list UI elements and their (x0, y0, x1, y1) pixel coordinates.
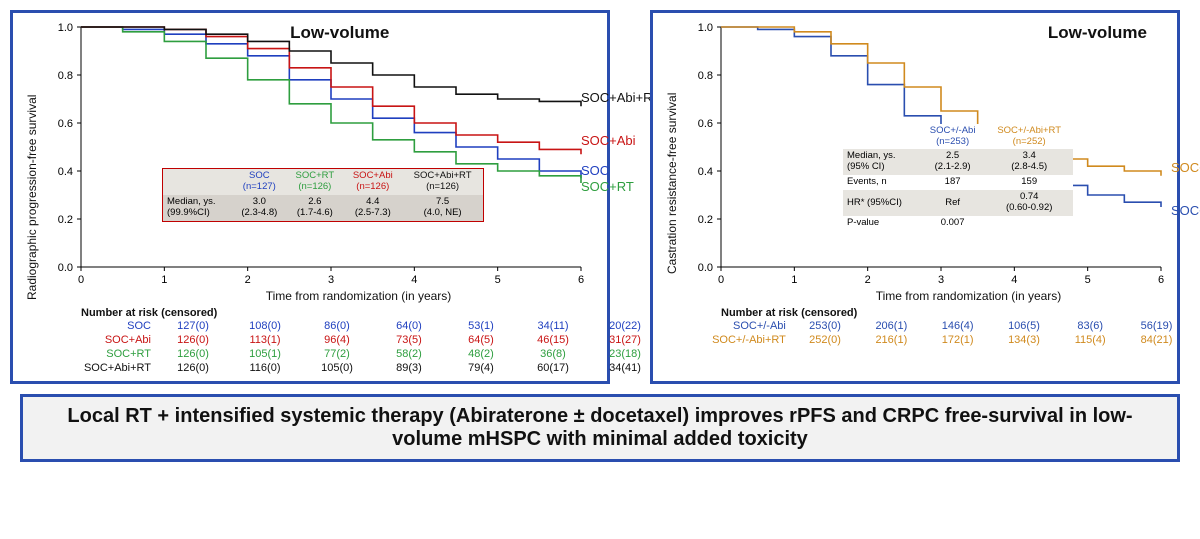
right-panel: Low-volume Castration resistance-free su… (650, 10, 1180, 384)
svg-text:SOC+Abi+RT: SOC+Abi+RT (581, 90, 660, 105)
svg-text:0.8: 0.8 (58, 70, 73, 82)
svg-text:0.6: 0.6 (58, 118, 73, 130)
svg-text:0.4: 0.4 (58, 166, 73, 178)
svg-text:0.0: 0.0 (58, 262, 73, 274)
svg-text:1.0: 1.0 (58, 22, 73, 34)
svg-text:0.2: 0.2 (58, 214, 73, 226)
svg-text:0.8: 0.8 (698, 70, 713, 82)
svg-text:5: 5 (495, 274, 501, 286)
svg-text:0.2: 0.2 (698, 214, 713, 226)
svg-text:0.4: 0.4 (698, 166, 713, 178)
left-chart: 0.0 0.2 0.4 0.6 0.8 1.0 0 1 2 3 4 5 6 SOCSOC+RT SOC+Ab… (41, 19, 676, 291)
left-risk-table: SOC127(0)108(0)86(0)64(0)53(1)34(11)20(2… (41, 319, 661, 375)
svg-text:1: 1 (791, 274, 797, 286)
svg-text:4: 4 (411, 274, 417, 286)
svg-text:4: 4 (1011, 274, 1017, 286)
svg-text:SOC+RT: SOC+RT (581, 179, 634, 194)
svg-text:1.0: 1.0 (698, 22, 713, 34)
svg-text:3: 3 (328, 274, 334, 286)
svg-text:3: 3 (938, 274, 944, 286)
left-xlabel: Time from randomization (in years) (41, 289, 676, 303)
svg-text:2: 2 (865, 274, 871, 286)
svg-text:SOC+/-Abi: SOC+/-Abi (1171, 203, 1200, 218)
left-risk-title: Number at risk (censored) (81, 307, 676, 319)
right-risk-table: SOC+/-Abi253(0)206(1)146(4)106(5)83(6)56… (681, 319, 1200, 347)
svg-text:6: 6 (578, 274, 584, 286)
svg-text:0.0: 0.0 (698, 262, 713, 274)
left-panel: Low-volume Radiographic progression-free… (10, 10, 610, 384)
svg-text:SOC+Abi: SOC+Abi (581, 133, 636, 148)
svg-text:0: 0 (78, 274, 84, 286)
svg-text:0.6: 0.6 (698, 118, 713, 130)
left-title: Low-volume (290, 23, 389, 43)
svg-text:2: 2 (245, 274, 251, 286)
svg-text:SOC+/-Abi+RT: SOC+/-Abi+RT (1171, 160, 1200, 175)
svg-text:0: 0 (718, 274, 724, 286)
svg-text:5: 5 (1085, 274, 1091, 286)
right-stats-box: SOC+/-Abi (n=253)SOC+/-Abi+RT (n=252)Med… (843, 124, 1073, 231)
right-ylabel: Castration resistance-free survival (663, 19, 681, 347)
svg-text:SOC: SOC (581, 163, 609, 178)
right-title: Low-volume (1048, 23, 1147, 43)
left-stats-box: SOC (n=127)SOC+RT (n=126)SOC+Abi (n=126)… (163, 169, 483, 221)
right-xlabel: Time from randomization (in years) (681, 289, 1200, 303)
left-ylabel: Radiographic progression-free survival (23, 19, 41, 375)
svg-text:6: 6 (1158, 274, 1164, 286)
svg-text:1: 1 (161, 274, 167, 286)
conclusion-banner: Local RT + intensified systemic therapy … (20, 394, 1180, 462)
right-risk-title: Number at risk (censored) (721, 307, 1200, 319)
